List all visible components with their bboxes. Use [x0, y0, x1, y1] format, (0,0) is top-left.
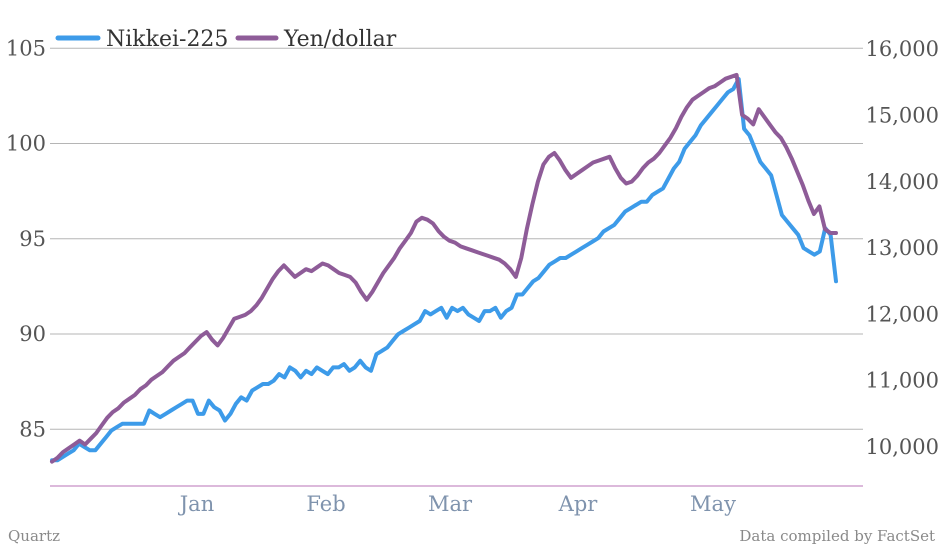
series-lines: [50, 72, 838, 464]
x-axis: Jan Feb Mar Apr May: [178, 492, 736, 516]
y-right-tick-label: 13,000: [866, 236, 939, 260]
legend: Nikkei-225 Yen/dollar: [55, 27, 397, 52]
legend-label-yen: Yen/dollar: [283, 27, 397, 52]
x-tick-label: Feb: [306, 492, 345, 516]
y-left-tick-label: 85: [19, 417, 46, 441]
y-left-tick-label: 90: [19, 322, 46, 346]
legend-label-nikkei: Nikkei-225: [106, 27, 228, 52]
y-right-tick-label: 16,000: [866, 37, 939, 61]
y-axis-left: 85 90 95 100 105: [6, 36, 46, 441]
x-tick-label: Apr: [558, 492, 599, 516]
y-right-tick-label: 15,000: [866, 104, 939, 128]
footer-credit: Data compiled by FactSet: [739, 527, 935, 545]
series-line-nikkei-225: [50, 77, 838, 463]
footer-source: Quartz: [8, 527, 60, 545]
y-axis-right: 10,000 11,000 12,000 13,000 14,000 15,000 16,0…: [866, 37, 939, 459]
y-left-tick-label: 100: [6, 132, 46, 156]
series-line-yen-dollar: [50, 72, 838, 464]
y-right-tick-label: 12,000: [866, 302, 939, 326]
y-left-tick-label: 105: [6, 36, 46, 60]
y-left-tick-label: 95: [19, 227, 46, 251]
x-tick-label: Jan: [178, 492, 214, 516]
y-right-tick-label: 10,000: [866, 435, 939, 459]
x-tick-label: May: [690, 492, 736, 516]
x-tick-label: Mar: [428, 492, 473, 516]
y-right-tick-label: 11,000: [866, 369, 939, 393]
y-right-tick-label: 14,000: [866, 170, 939, 194]
gridlines: [50, 47, 863, 487]
